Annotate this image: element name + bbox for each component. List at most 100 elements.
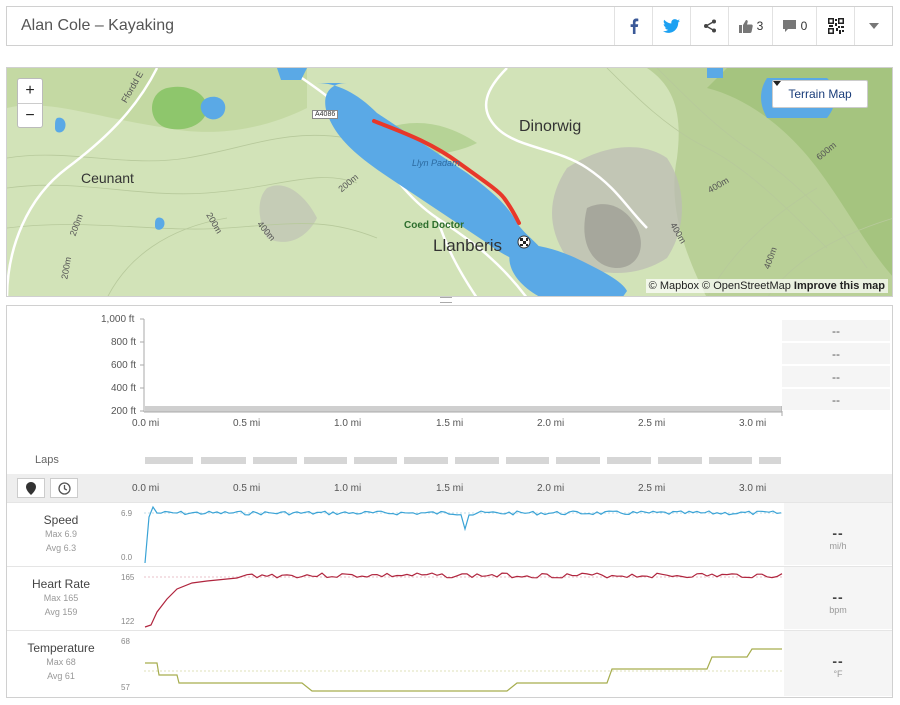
heart-rate-name: Heart Rate (31, 577, 91, 591)
stream-axis-band (7, 474, 892, 502)
heart-rate-series-line (144, 572, 783, 628)
heart-rate-y-bottom: 122 (121, 617, 135, 626)
elevation-area (145, 406, 782, 412)
map-pin-icon (26, 481, 36, 495)
lap-segment[interactable] (201, 457, 246, 464)
temperature-y-bottom: 57 (121, 683, 130, 692)
temperature-current-panel: -- °F (784, 631, 892, 696)
lap-segment[interactable] (759, 457, 781, 464)
lap-segment[interactable] (304, 457, 347, 464)
elevation-stat-value: -- (782, 343, 890, 365)
stream-x-tick: 1.0 mi (334, 483, 362, 494)
heart-rate-stream-row[interactable]: Heart Rate Max 165 Avg 159 165 122 -- bp… (7, 566, 892, 629)
zoom-out-button[interactable]: − (18, 103, 42, 127)
lap-segment[interactable] (709, 457, 752, 464)
elevation-x-tick: 0.0 mi (132, 418, 160, 429)
elevation-y-tick: 600 ft (111, 360, 137, 371)
lap-segment[interactable] (658, 457, 702, 464)
qr-code-icon (827, 18, 844, 34)
elevation-x-tick: 2.0 mi (537, 418, 565, 429)
heart-rate-max: Max 165 (43, 593, 79, 603)
elevation-stat-value: -- (782, 389, 890, 411)
speed-unit: mi/h (829, 541, 847, 551)
kudos-button[interactable]: 3 (728, 7, 772, 45)
temperature-y-top: 68 (121, 637, 130, 646)
terrain-map-dropdown[interactable]: Terrain Map (772, 80, 868, 108)
lap-segment[interactable] (145, 457, 193, 464)
comment-button[interactable]: 0 (772, 7, 816, 45)
lap-segment[interactable] (253, 457, 297, 464)
temperature-avg: Avg 61 (47, 671, 75, 681)
elevation-stat-value: -- (782, 366, 890, 388)
share-button[interactable] (690, 7, 728, 45)
facebook-share-button[interactable] (614, 7, 652, 45)
lap-segment[interactable] (404, 457, 448, 464)
lap-segment[interactable] (607, 457, 651, 464)
lap-segment[interactable] (556, 457, 600, 464)
place-label-ceunant: Ceunant (81, 170, 134, 186)
elevation-y-tick: 800 ft (111, 337, 137, 348)
temperature-chart (144, 648, 782, 692)
elevation-x-tick: 0.5 mi (233, 418, 261, 429)
map-attribution: © Mapbox © OpenStreetMap Improve this ma… (645, 279, 888, 293)
route-map[interactable]: + − Dinorwig Ceunant Llanberis Coed Doct… (6, 67, 893, 297)
chevron-down-icon (868, 23, 879, 29)
finish-flag-icon (517, 235, 531, 249)
elevation-x-tick: 1.5 mi (436, 418, 464, 429)
heart-rate-current-panel: -- bpm (784, 567, 892, 629)
share-icon (703, 19, 716, 33)
temperature-current-value: -- (832, 653, 844, 669)
qr-code-button[interactable] (816, 7, 854, 45)
route-line (372, 119, 521, 225)
mapbox-attribution-link[interactable]: © Mapbox (648, 280, 699, 292)
clock-icon (57, 481, 71, 495)
facebook-icon (630, 18, 638, 34)
zoom-in-button[interactable]: + (25, 82, 35, 99)
stream-x-tick: 3.0 mi (739, 483, 767, 494)
comment-icon (782, 20, 796, 32)
temperature-stream-row[interactable]: Temperature Max 68 Avg 61 68 57 -- °F (7, 630, 892, 696)
speed-avg: Avg 6.3 (45, 543, 77, 553)
zoom-control: + − (17, 78, 43, 128)
heart-rate-row-label: Heart Rate Max 165 Avg 159 (7, 577, 115, 619)
place-label-llyn-padarn: Llyn Padarn (412, 158, 461, 168)
temperature-unit: °F (833, 669, 843, 679)
speed-chart (144, 505, 782, 564)
twitter-icon (663, 19, 680, 33)
speed-stream-row[interactable]: Speed Max 6.9 Avg 6.3 6.9 0.0 -- mi/h (7, 502, 892, 565)
lap-segment[interactable] (506, 457, 549, 464)
twitter-share-button[interactable] (652, 7, 690, 45)
heart-rate-avg: Avg 159 (44, 607, 78, 617)
elevation-x-tick: 3.0 mi (739, 418, 767, 429)
elevation-y-tick: 400 ft (111, 383, 137, 394)
speed-max: Max 6.9 (44, 529, 77, 539)
heart-rate-chart (144, 572, 783, 628)
osm-attribution-link[interactable]: © OpenStreetMap (702, 280, 791, 292)
distance-mode-button[interactable] (17, 478, 45, 498)
temperature-row-label: Temperature Max 68 Avg 61 (7, 641, 115, 683)
speed-y-top: 6.9 (121, 509, 133, 518)
heart-rate-current-value: -- (832, 589, 844, 605)
place-label-coed-doctor: Coed Doctor (404, 220, 464, 231)
stream-x-tick: 0.5 mi (233, 483, 261, 494)
temperature-name: Temperature (27, 641, 95, 655)
elevation-x-tick: 2.5 mi (638, 418, 666, 429)
improve-map-link[interactable]: Improve this map (793, 280, 885, 292)
stream-x-tick: 1.5 mi (436, 483, 464, 494)
analysis-panel: 1,000 ft 800 ft 600 ft 400 ft 200 ft 0.0… (6, 305, 893, 698)
time-mode-button[interactable] (50, 478, 78, 498)
terrain-map-label: Terrain Map (788, 87, 852, 101)
activity-title: Alan Cole – Kayaking (21, 17, 174, 34)
caret-down-icon (773, 81, 781, 86)
speed-series-line (144, 505, 782, 564)
activity-header: Alan Cole – Kayaking 3 0 (6, 6, 893, 46)
lap-segment[interactable] (354, 457, 397, 464)
lap-segment[interactable] (455, 457, 499, 464)
elevation-stat-value: -- (782, 320, 890, 342)
elevation-y-tick: 1,000 ft (101, 314, 135, 325)
elevation-x-tick: 1.0 mi (334, 418, 362, 429)
more-menu-button[interactable] (854, 7, 892, 45)
heart-rate-y-top: 165 (121, 573, 135, 582)
speed-current-value: -- (832, 525, 844, 541)
map-resize-handle[interactable] (440, 297, 452, 303)
